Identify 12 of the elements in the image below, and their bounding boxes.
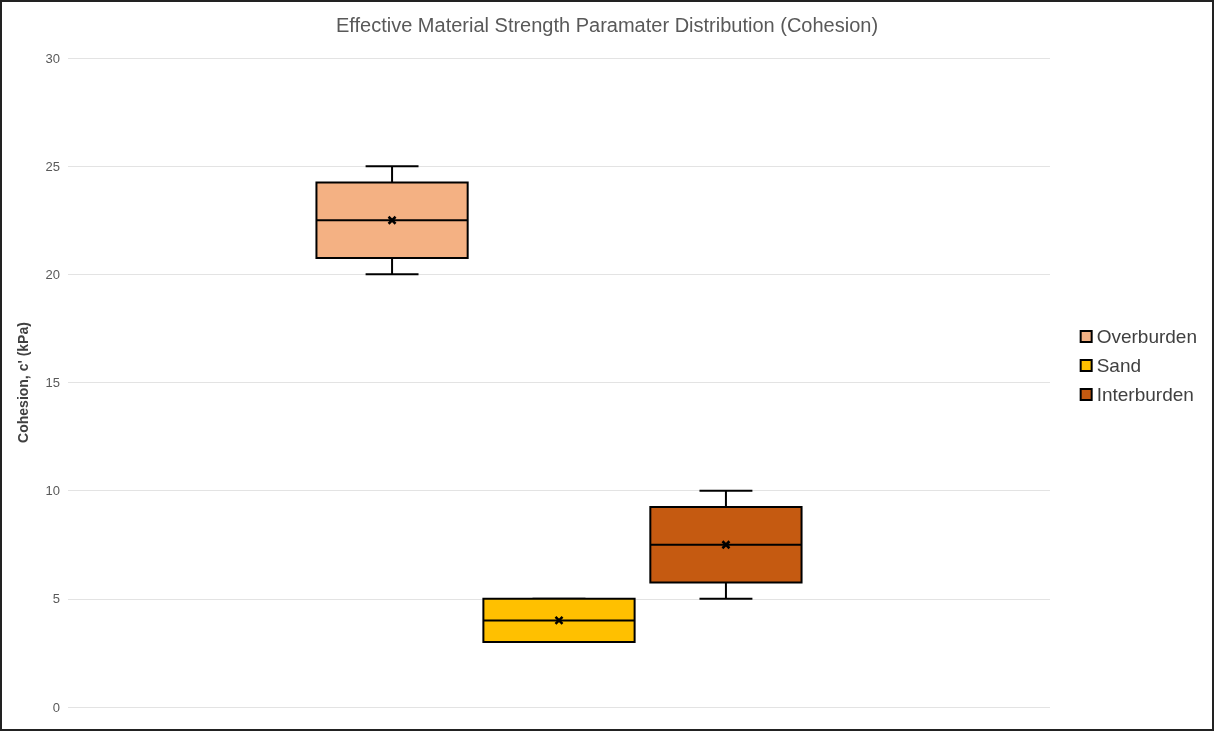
y-axis-title: Cohesion, c' (kPa) [15, 322, 31, 443]
y-tick-label: 10 [45, 483, 60, 499]
y-tick-label: 25 [45, 158, 60, 174]
y-tick-label: 0 [52, 699, 60, 715]
y-tick-label: 5 [52, 591, 60, 607]
chart-title: Effective Material Strength Paramater Distribution (Cohesion) [335, 14, 879, 36]
y-tick-label: 30 [45, 50, 60, 66]
y-tick-label: 15 [45, 375, 60, 390]
y-tick-label: 20 [45, 266, 60, 282]
legend-label: Overburden [1096, 326, 1198, 347]
legend-label: Sand [1096, 355, 1142, 376]
legend-label: Interburden [1096, 384, 1194, 405]
